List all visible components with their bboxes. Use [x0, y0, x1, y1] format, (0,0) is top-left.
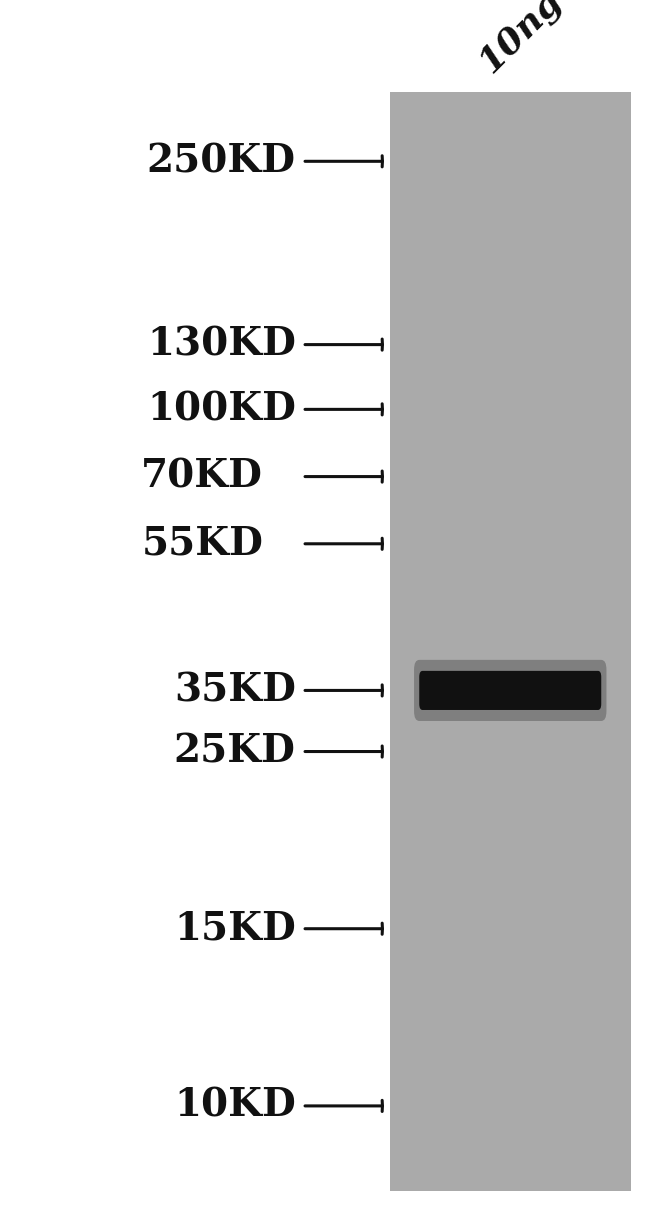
- Text: 70KD: 70KD: [142, 457, 263, 496]
- Text: 25KD: 25KD: [174, 732, 296, 771]
- Text: 10KD: 10KD: [174, 1086, 296, 1125]
- Text: 100KD: 100KD: [147, 390, 296, 429]
- Text: 250KD: 250KD: [147, 142, 296, 181]
- Text: 130KD: 130KD: [147, 325, 296, 364]
- Text: 55KD: 55KD: [142, 524, 263, 563]
- FancyBboxPatch shape: [419, 671, 601, 710]
- Bar: [390, 92, 630, 1191]
- Text: 35KD: 35KD: [174, 671, 296, 710]
- Text: 10ng: 10ng: [473, 0, 569, 78]
- Text: 15KD: 15KD: [174, 909, 296, 948]
- FancyBboxPatch shape: [414, 660, 606, 721]
